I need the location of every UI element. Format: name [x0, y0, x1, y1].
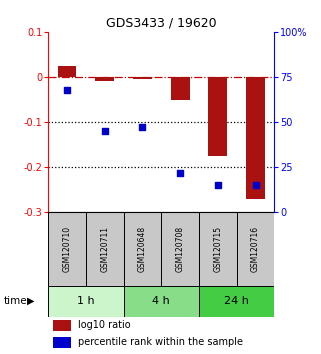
Point: [215, 182, 221, 188]
Text: time: time: [3, 296, 27, 306]
Bar: [237, 212, 274, 286]
Bar: [161, 212, 199, 286]
Text: GSM120710: GSM120710: [63, 226, 72, 272]
Bar: [48, 212, 86, 286]
Bar: [199, 212, 237, 286]
Title: GDS3433 / 19620: GDS3433 / 19620: [106, 16, 217, 29]
Bar: [53, 320, 71, 331]
Bar: [53, 337, 71, 348]
Bar: [246, 77, 265, 199]
Text: GSM120648: GSM120648: [138, 226, 147, 272]
Text: 4 h: 4 h: [152, 296, 170, 306]
Bar: [48, 286, 124, 316]
Bar: [171, 77, 190, 99]
Point: [140, 125, 145, 130]
Text: GSM120708: GSM120708: [176, 226, 185, 272]
Text: ▶: ▶: [27, 296, 35, 306]
Bar: [95, 77, 114, 81]
Text: 1 h: 1 h: [77, 296, 95, 306]
Point: [178, 170, 183, 176]
Point: [65, 87, 70, 92]
Bar: [124, 212, 161, 286]
Bar: [57, 66, 76, 77]
Point: [102, 128, 107, 134]
Bar: [133, 77, 152, 79]
Bar: [86, 212, 124, 286]
Point: [253, 182, 258, 188]
Bar: [199, 286, 274, 316]
Text: GSM120716: GSM120716: [251, 226, 260, 272]
Text: GSM120715: GSM120715: [213, 226, 222, 272]
Bar: [208, 77, 227, 156]
Text: percentile rank within the sample: percentile rank within the sample: [78, 337, 243, 347]
Bar: [124, 286, 199, 316]
Text: log10 ratio: log10 ratio: [78, 320, 130, 330]
Text: 24 h: 24 h: [224, 296, 249, 306]
Text: GSM120711: GSM120711: [100, 226, 109, 272]
